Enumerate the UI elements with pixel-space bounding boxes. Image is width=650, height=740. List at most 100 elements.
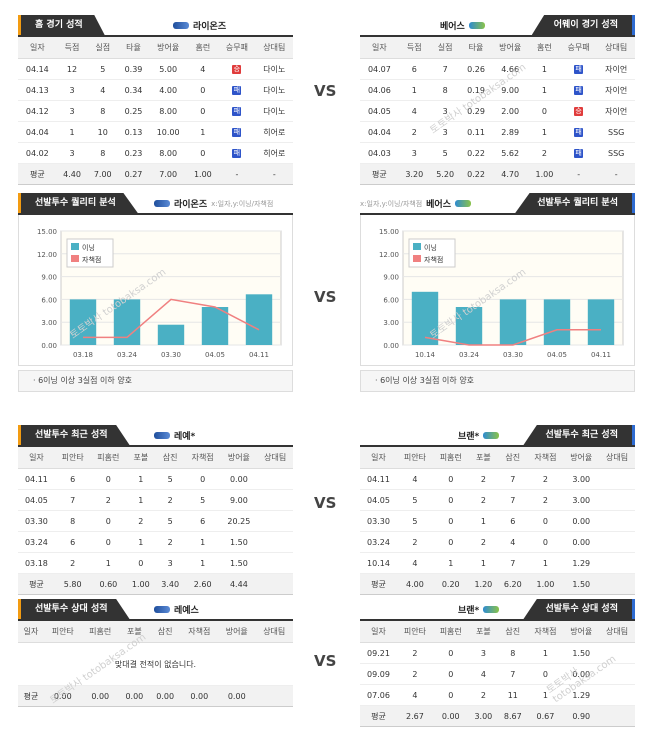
table-cell: 0 — [90, 531, 127, 553]
column-header: 방어율 — [148, 37, 188, 59]
table-cell: 7 — [429, 58, 461, 80]
table-cell: 2 — [527, 468, 564, 490]
table-cell: 3 — [56, 100, 88, 122]
quality-right-title: 선발투수 퀄리티 분석 — [515, 193, 635, 213]
home-record-title: 홈 경기 성적 — [18, 15, 105, 35]
bears-logo-icon — [483, 432, 500, 439]
y-tick-label: 9.00 — [41, 274, 57, 282]
table-cell: 0 — [527, 663, 564, 685]
table-cell: 8.00 — [148, 142, 188, 164]
pitcher-vs-right-name: 브랜* — [458, 606, 480, 616]
table-cell: 0 — [432, 531, 469, 553]
table-cell: 04.05 — [360, 489, 398, 511]
bar-innings — [69, 299, 97, 345]
table-cell: 4 — [87, 79, 119, 101]
average-cell — [257, 573, 293, 595]
table-cell: 0 — [432, 489, 469, 511]
table-cell: 10.14 — [360, 552, 398, 574]
quality-left-chart: 0.00 3.00 6.00 9.00 12.00 15.00 03.18 03.24 03.3… — [37, 228, 282, 359]
table-row: 04.04 2 3 0.11 2.89 1 패 SSG — [360, 121, 635, 143]
legend-earned-runs-label: 자책점 — [424, 255, 443, 264]
average-cell: 0.00 — [180, 685, 219, 707]
table-cell: 2 — [528, 142, 560, 164]
table-cell: 패 — [559, 142, 598, 164]
column-header: 피홈런 — [90, 447, 127, 469]
table-row: 03.18 2 1 0 3 1 1.50 — [18, 552, 293, 574]
average-cell: 0.67 — [527, 705, 564, 727]
table-cell: 자이언 — [597, 79, 635, 101]
average-cell — [599, 705, 635, 727]
table-cell: 1 — [398, 79, 430, 101]
average-cell: 5.20 — [429, 163, 461, 185]
column-header: 상대팀 — [257, 447, 293, 469]
table-cell: 04.14 — [18, 58, 57, 80]
table-cell: SSG — [597, 142, 635, 164]
column-header: 승무패 — [559, 37, 598, 59]
pitcher-recent-right-table: 일자 피안타 피홈런 포볼 삼진 자책점 방어율 상대팀 04.11 4 0 2 7 2 3.00 04.05… — [360, 447, 635, 595]
bar-innings — [201, 307, 229, 345]
table-cell: 1 — [432, 552, 469, 574]
table-cell: 2 — [90, 489, 127, 511]
line-earned-runs — [424, 329, 601, 346]
column-header: 자책점 — [180, 621, 219, 643]
table-cell — [599, 642, 635, 664]
table-cell: 0 — [432, 468, 469, 490]
table-cell: 9.00 — [491, 79, 529, 101]
table-cell: 1 — [187, 121, 219, 143]
table-cell — [257, 510, 293, 532]
x-tick-label: 03.30 — [503, 351, 523, 359]
table-cell: 1 — [468, 552, 499, 574]
table-cell: 패 — [559, 79, 598, 101]
pitcher-vs-left-panel: 선발투수 상대 성적 레예스 일자 피안타 피홈런 포볼 삼진 자책점 방어율 상대팀 맞대결 … — [18, 599, 293, 707]
average-cell: 2.60 — [184, 573, 221, 595]
average-cell: 0.00 — [81, 685, 119, 707]
quality-right-team: x:일자,y:이닝/자책점 베어스 — [360, 197, 471, 210]
table-cell: 1 — [528, 58, 560, 80]
average-cell: 0.22 — [460, 163, 492, 185]
column-header: 포볼 — [468, 447, 499, 469]
column-header: 삼진 — [498, 621, 528, 643]
empty-row: 맞대결 전적이 없습니다. — [18, 642, 293, 686]
table-cell: 3 — [468, 642, 499, 664]
table-cell: 0 — [432, 510, 469, 532]
x-tick-label: 03.24 — [117, 351, 138, 359]
table-cell: 04.02 — [18, 142, 57, 164]
table-cell: 0.00 — [563, 663, 600, 685]
column-header: 자책점 — [527, 621, 564, 643]
lions-logo-icon — [154, 606, 170, 613]
average-cell: 4.44 — [220, 573, 258, 595]
quality-left-title: 선발투수 퀄리티 분석 — [18, 193, 138, 213]
table-cell — [257, 468, 293, 490]
table-cell: 3 — [155, 552, 185, 574]
table-row: 04.04 1 10 0.13 10.00 1 패 히어로 — [18, 121, 293, 143]
average-cell: 4.40 — [56, 163, 88, 185]
column-header: 포볼 — [126, 447, 156, 469]
table-cell: 8 — [429, 79, 461, 101]
loss-badge: 패 — [232, 128, 242, 137]
table-row: 04.06 1 8 0.19 9.00 1 패 자이언 — [360, 79, 635, 101]
table-cell: 4 — [397, 468, 433, 490]
bar-innings — [587, 299, 615, 345]
table-cell: 다이노 — [255, 100, 293, 122]
table-cell: 0 — [432, 684, 469, 706]
table-cell: 2 — [397, 663, 433, 685]
average-cell: 7.00 — [87, 163, 119, 185]
column-header: 삼진 — [498, 447, 528, 469]
quality-left-chart-box: 0.00 3.00 6.00 9.00 12.00 15.00 03.18 03.24 03.3… — [18, 215, 293, 366]
table-cell: 자이언 — [597, 100, 635, 122]
table-cell: 0.29 — [460, 100, 492, 122]
column-header: 상대팀 — [599, 447, 635, 469]
column-header: 피홈런 — [432, 447, 469, 469]
table-cell: 0 — [528, 100, 560, 122]
table-cell: 10.00 — [148, 121, 188, 143]
table-cell: 04.04 — [18, 121, 57, 143]
column-header: 홈런 — [528, 37, 560, 59]
table-cell: 03.24 — [360, 531, 398, 553]
table-cell: 8 — [498, 642, 528, 664]
pitcher-vs-right-panel: 브랜* 선발투수 상대 성적 일자 피안타 피홈런 포볼 삼진 자책점 방어율 상대팀 09.2… — [360, 599, 635, 727]
table-cell: 3 — [429, 100, 461, 122]
table-row: 04.05 7 2 1 2 5 9.00 — [18, 489, 293, 511]
table-cell: 04.07 — [360, 58, 399, 80]
column-header: 승무패 — [218, 37, 256, 59]
table-cell: 다이노 — [255, 79, 293, 101]
